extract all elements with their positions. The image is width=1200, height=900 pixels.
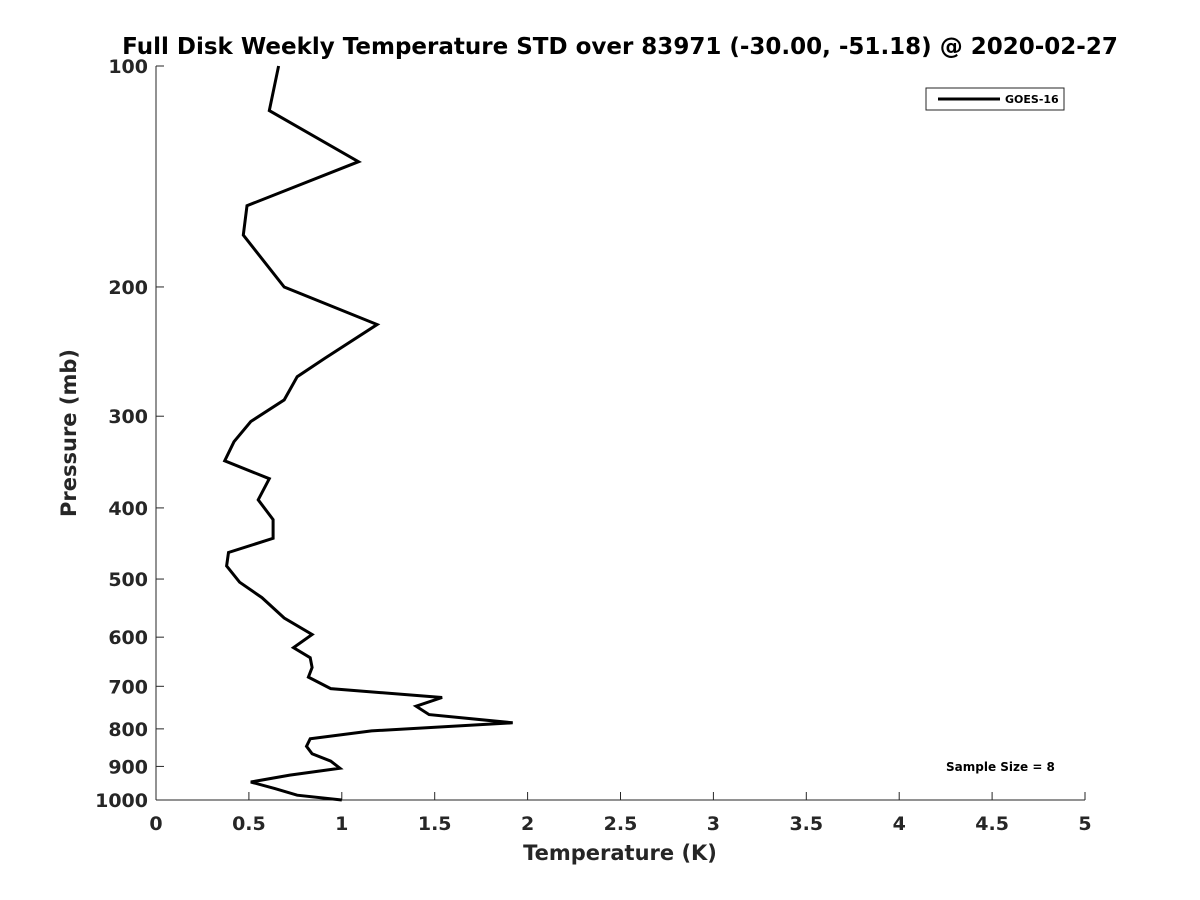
y-tick-label: 400	[108, 498, 148, 520]
legend: GOES-16	[925, 87, 1065, 111]
x-tick-label: 3	[707, 813, 720, 835]
chart-title: Full Disk Weekly Temperature STD over 83…	[122, 34, 1118, 60]
x-tick-label: 0	[149, 813, 162, 835]
x-tick-label: 1.5	[418, 813, 452, 835]
y-tick-label: 300	[108, 406, 148, 428]
y-tick-label: 800	[108, 719, 148, 741]
y-axis-label: Pressure (mb)	[57, 349, 81, 517]
y-tick-label: 600	[108, 627, 148, 649]
x-tick-label: 5	[1078, 813, 1091, 835]
x-tick-label: 1	[335, 813, 348, 835]
x-tick-label: 2	[521, 813, 534, 835]
x-tick-label: 4.5	[975, 813, 1009, 835]
plot-area: 0 0.5 1 1.5 2 2.5 3 3.5 4 4.5 5 100 200 300 400 500 600…	[95, 56, 1092, 835]
x-tick-label: 3.5	[789, 813, 823, 835]
y-tick-label: 100	[108, 56, 148, 78]
x-tick-label: 0.5	[232, 813, 266, 835]
y-tick-label: 1000	[95, 790, 148, 812]
y-tick-label: 900	[108, 756, 148, 778]
sample-size-annotation: Sample Size = 8	[946, 760, 1055, 774]
x-axis-label: Temperature (K)	[523, 841, 717, 865]
x-ticks: 0 0.5 1 1.5 2 2.5 3 3.5 4 4.5 5	[149, 792, 1092, 835]
y-ticks: 100 200 300 400 500 600 700 800 900 1000	[95, 56, 164, 812]
y-tick-label: 500	[108, 569, 148, 591]
y-tick-label: 700	[108, 676, 148, 698]
series-layer	[222, 65, 513, 802]
legend-label: GOES-16	[1005, 93, 1059, 106]
x-tick-label: 4	[893, 813, 906, 835]
x-tick-label: 2.5	[604, 813, 638, 835]
y-tick-label: 200	[108, 277, 148, 299]
series-line-goes-16	[222, 65, 513, 802]
